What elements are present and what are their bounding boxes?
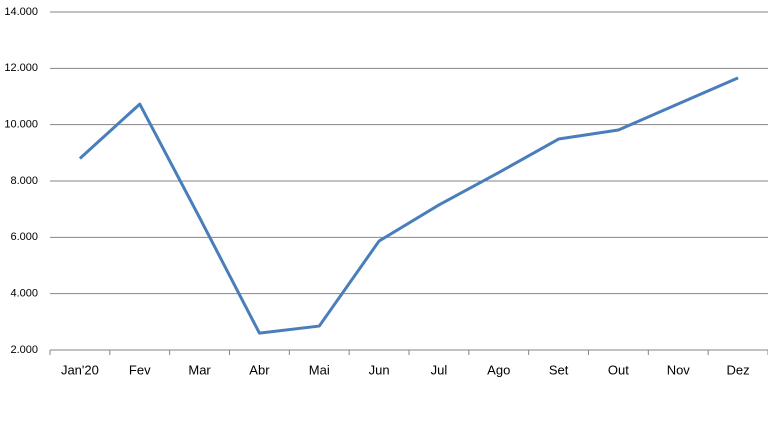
x-tick-label: Nov bbox=[667, 362, 691, 377]
y-tick-label: 8.000 bbox=[10, 175, 38, 187]
y-tick-label: 2.000 bbox=[10, 344, 38, 356]
y-tick-label: 14.000 bbox=[4, 6, 38, 18]
x-tick-label: Jul bbox=[431, 362, 448, 377]
x-tick-label: Ago bbox=[487, 362, 510, 377]
x-tick-label: Jan'20 bbox=[61, 362, 99, 377]
y-tick-label: 6.000 bbox=[10, 231, 38, 243]
line-series bbox=[78, 76, 739, 335]
x-tick-label: Set bbox=[549, 362, 569, 377]
x-tick-label: Abr bbox=[249, 362, 270, 377]
x-tick-label: Out bbox=[608, 362, 629, 377]
x-tick-label: Mai bbox=[309, 362, 330, 377]
x-tick-label: Dez bbox=[727, 362, 750, 377]
x-tick-label: Mar bbox=[188, 362, 211, 377]
y-tick-label: 10.000 bbox=[4, 119, 38, 131]
y-tick-label: 4.000 bbox=[10, 288, 38, 300]
x-tick-label: Jun bbox=[369, 362, 390, 377]
x-tick-label: Fev bbox=[129, 362, 151, 377]
y-tick-label: 12.000 bbox=[4, 62, 38, 74]
